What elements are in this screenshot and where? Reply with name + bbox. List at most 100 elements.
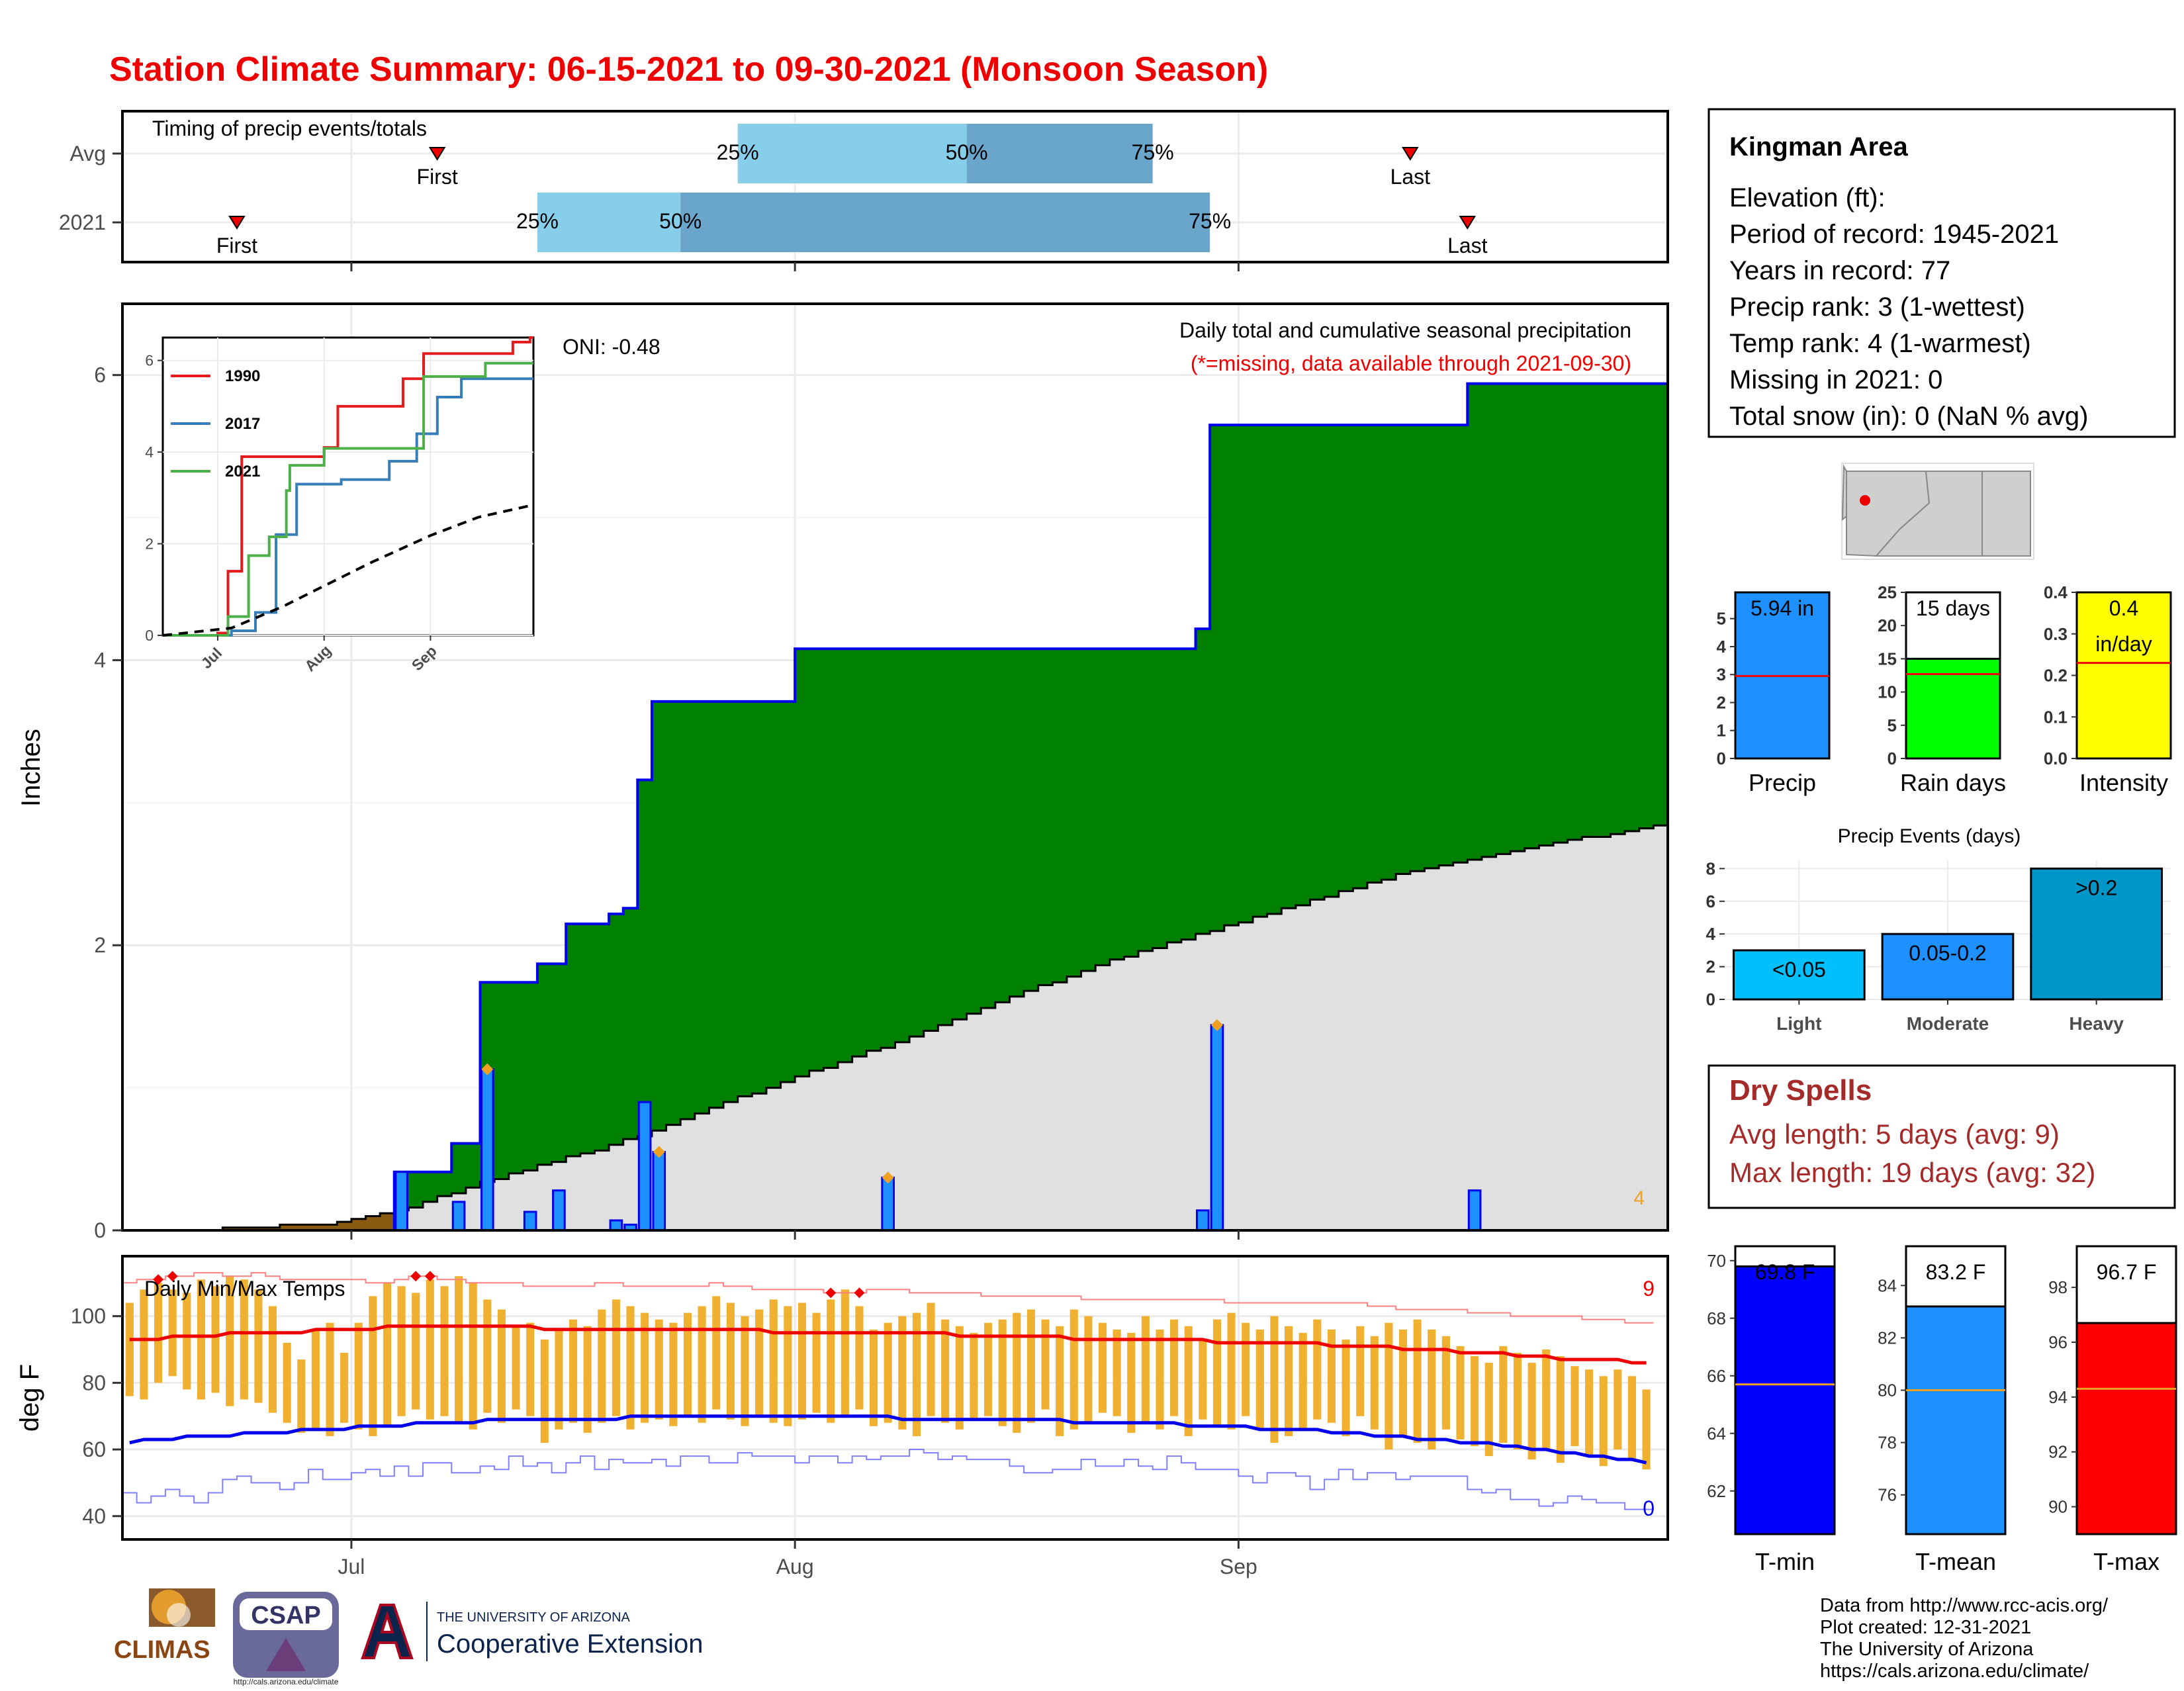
daily-temp-range-bar <box>1298 1332 1307 1430</box>
daily-temp-range-bar <box>483 1299 492 1413</box>
summary-bar-value-label: 0.4 <box>2109 596 2138 620</box>
daily-temp-range-bar <box>1227 1312 1236 1430</box>
daily-temp-range-bar <box>497 1309 506 1423</box>
csap-logo: CSAP http://cals.arizona.edu/climate <box>233 1592 339 1686</box>
summary-bar-y-tick-label: 0.4 <box>2044 582 2068 602</box>
timing-first-marker <box>228 216 246 230</box>
summary-bar-precip: 0 1 2 3 4 5 5.94 in Precip <box>1717 591 1831 796</box>
precip-chart-title: Daily total and cumulative seasonal prec… <box>1179 318 1631 342</box>
location-map <box>1841 463 2034 560</box>
events-bar-light <box>1732 949 1866 1001</box>
daily-temp-range-bar <box>140 1289 148 1400</box>
summary-bar-value-label: 15 days <box>1916 596 1990 620</box>
temp-bar-y-tick-label: 62 <box>1707 1481 1726 1501</box>
daily-temp-range-bar <box>168 1289 177 1377</box>
precip-y-axis: 0 2 4 6 <box>94 363 1240 1242</box>
daily-temp-range-bar <box>1542 1349 1551 1450</box>
timing-row-label: Avg <box>69 142 106 165</box>
summary-bar-y-tick-label: 20 <box>1878 616 1897 635</box>
daily-temp-range-bar <box>941 1319 950 1423</box>
record-high-marker <box>153 1274 164 1285</box>
summary-bar-value-bar <box>2075 591 2172 760</box>
temp-bar-y-tick-label: 92 <box>2048 1442 2068 1462</box>
summary-bar-intensity: 0.0 0.1 0.2 0.3 0.4 0.4 in/day Intensity <box>2044 582 2172 796</box>
daily-temp-range-bar <box>755 1309 764 1416</box>
summary-bar-y-tick-label: 5 <box>1717 609 1726 629</box>
info-line: Total snow (in): 0 (NaN % avg) <box>1729 402 2088 431</box>
daily-temp-range-bar <box>1627 1376 1637 1460</box>
daily-temp-range-bar <box>211 1286 220 1393</box>
timing-rows: 25% 50% 75% First Last 25% 50% 75% First Last <box>124 124 1666 257</box>
inset-y-tick-label: 6 <box>145 352 154 369</box>
daily-temp-range-bar <box>870 1329 878 1426</box>
daily-temp-range-bar <box>1255 1329 1264 1430</box>
daily-temp-range-bar <box>1156 1329 1164 1430</box>
dry-spells-box: Dry Spells Avg length: 5 days (avg: 9) M… <box>1707 1064 2176 1209</box>
record-precip-marker <box>653 1146 665 1158</box>
daily-precip-bar <box>394 1171 408 1232</box>
timing-first-label: First <box>417 165 458 189</box>
info-line: Period of record: 1945-2021 <box>1729 220 2059 249</box>
record-min-line <box>122 1449 1654 1510</box>
summary-bar-y-tick-label: 0.1 <box>2044 707 2068 727</box>
inset-frame <box>161 336 535 637</box>
daily-temp-range-bar <box>125 1303 134 1396</box>
events-title: Precip Events (days) <box>1838 825 2021 847</box>
temp-panel-bg <box>122 1256 1668 1539</box>
average-cumulative-line <box>122 824 1668 1232</box>
daily-temp-range-bar <box>1527 1363 1536 1460</box>
precip-chart-subtitle: (*=missing, data available through 2021-… <box>1191 351 1631 375</box>
daily-temp-range-bar <box>712 1296 721 1410</box>
temp-bar-y-tick-label: 70 <box>1707 1251 1726 1271</box>
daily-temp-range-bar <box>927 1303 935 1416</box>
daily-temp-range-bar <box>1499 1346 1508 1443</box>
precip-y-tick-label: 2 <box>94 933 106 957</box>
temp-bar-y-tick-label: 84 <box>1878 1275 1897 1295</box>
precip-panel: 0 2 4 6 Inches Daily total and cumulative s… <box>17 302 1669 1242</box>
temp-bar-value-label: 83.2 F <box>1926 1260 1986 1284</box>
climas-logo: CLIMAS <box>114 1588 215 1664</box>
temp-y-tick-label: 80 <box>82 1371 106 1394</box>
timing-q25-q50-bar <box>537 193 681 252</box>
daily-temp-range-bar <box>1184 1326 1193 1436</box>
temp-bar-y-tick-label: 76 <box>1878 1485 1897 1505</box>
temp-bar-t-mean: 76 78 80 82 84 83.2 F T-mean <box>1878 1245 2007 1575</box>
daily-temp-range-bar <box>1199 1339 1207 1420</box>
temp-bar-y-tick-label: 90 <box>2048 1497 2068 1517</box>
record-precip-marker <box>1210 1019 1223 1031</box>
temp-bar-value-bar <box>1734 1265 1836 1535</box>
csap-mountain-mark <box>266 1638 306 1671</box>
events-y-tick-label: 6 <box>1706 891 1715 911</box>
temp-daily-bars <box>125 1276 1651 1470</box>
daily-temp-range-bar <box>1026 1309 1035 1423</box>
inset-y-tick-label: 4 <box>145 443 154 461</box>
precip-y-tick-label: 0 <box>94 1218 106 1242</box>
temp-bar-t-min: 62 64 66 68 70 69.8 F T-min <box>1707 1245 1836 1575</box>
ua-small-text: THE UNIVERSITY OF ARIZONA <box>437 1610 631 1625</box>
daily-temp-range-bar <box>1212 1319 1222 1426</box>
daily-temp-range-bar <box>426 1279 434 1420</box>
timing-panel: 25% 50% 75% First Last 25% 50% 75% First Last Tim… <box>59 110 1669 271</box>
daily-temp-range-bar <box>1570 1366 1579 1447</box>
summary-bar-y-tick-label: 5 <box>1888 715 1897 735</box>
daily-temp-range-bar <box>268 1306 277 1413</box>
daily-temp-range-bar <box>555 1329 563 1430</box>
info-lines: Elevation (ft): Period of record: 1945-20… <box>1729 183 2088 431</box>
daily-temp-range-bar <box>1614 1369 1622 1450</box>
footer-line-1: Data from http://www.rcc-acis.org/ <box>1820 1595 2109 1616</box>
inset-line-2021 <box>163 361 533 637</box>
summary-bar-y-tick-label: 0.3 <box>2044 624 2068 644</box>
daily-temp-range-bar <box>669 1322 678 1426</box>
info-line: Elevation (ft): <box>1729 183 1886 212</box>
daily-precip-bar <box>637 1101 652 1232</box>
average-min-line <box>129 1414 1647 1465</box>
map-state-west <box>1841 464 1847 522</box>
timing-last-marker <box>1402 147 1419 161</box>
info-line: Years in record: 77 <box>1729 256 1950 285</box>
daily-precip-bar <box>552 1189 566 1232</box>
inset-gridlines <box>163 338 533 636</box>
